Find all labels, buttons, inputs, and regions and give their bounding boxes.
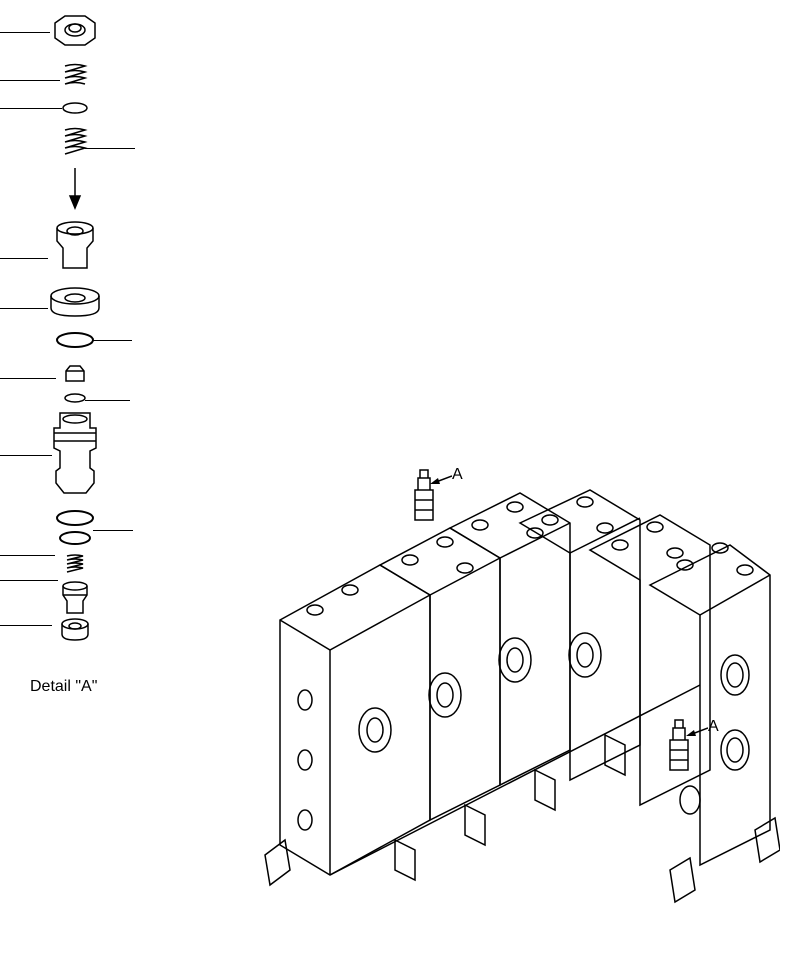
leader-line [0,580,58,581]
leader-line [92,340,132,341]
callout-arrow-2 [686,724,708,738]
callout-a-1: A [452,466,463,484]
part-cartridge-upper [57,222,93,268]
part-seat-bottom [62,619,88,640]
leader-line [0,625,52,626]
leader-line [0,32,50,33]
part-nut-top [55,16,95,45]
callout-arrow-1 [430,472,452,486]
part-oring-4 [60,532,90,544]
part-oring-1 [63,103,87,113]
part-spring-2 [65,129,85,155]
part-small-cap [66,366,84,381]
part-oring-2 [57,333,93,347]
valve-section-2 [359,528,500,820]
part-spring-1 [65,65,85,85]
leader-line [0,108,62,109]
leader-line [85,148,135,149]
part-arrow-pointer [70,168,80,208]
leader-line [85,400,130,401]
part-spring-3 [67,555,83,572]
leader-line [0,308,48,309]
part-cartridge-main [54,413,96,493]
valve-section-3 [429,493,570,785]
part-oring-3 [57,511,93,525]
leader-line [0,555,55,556]
valve-body-assembly [240,460,780,940]
leader-line [0,80,60,81]
part-retainer-lower [63,582,87,613]
leader-line [0,378,56,379]
part-washer-seat [51,288,99,316]
exploded-parts-column [40,8,140,648]
leader-line [0,455,52,456]
callout-a-2: A [708,718,719,736]
part-small-oring [65,394,85,402]
leader-line [93,530,133,531]
detail-label: Detail "A" [30,678,97,696]
leader-line [0,258,48,259]
